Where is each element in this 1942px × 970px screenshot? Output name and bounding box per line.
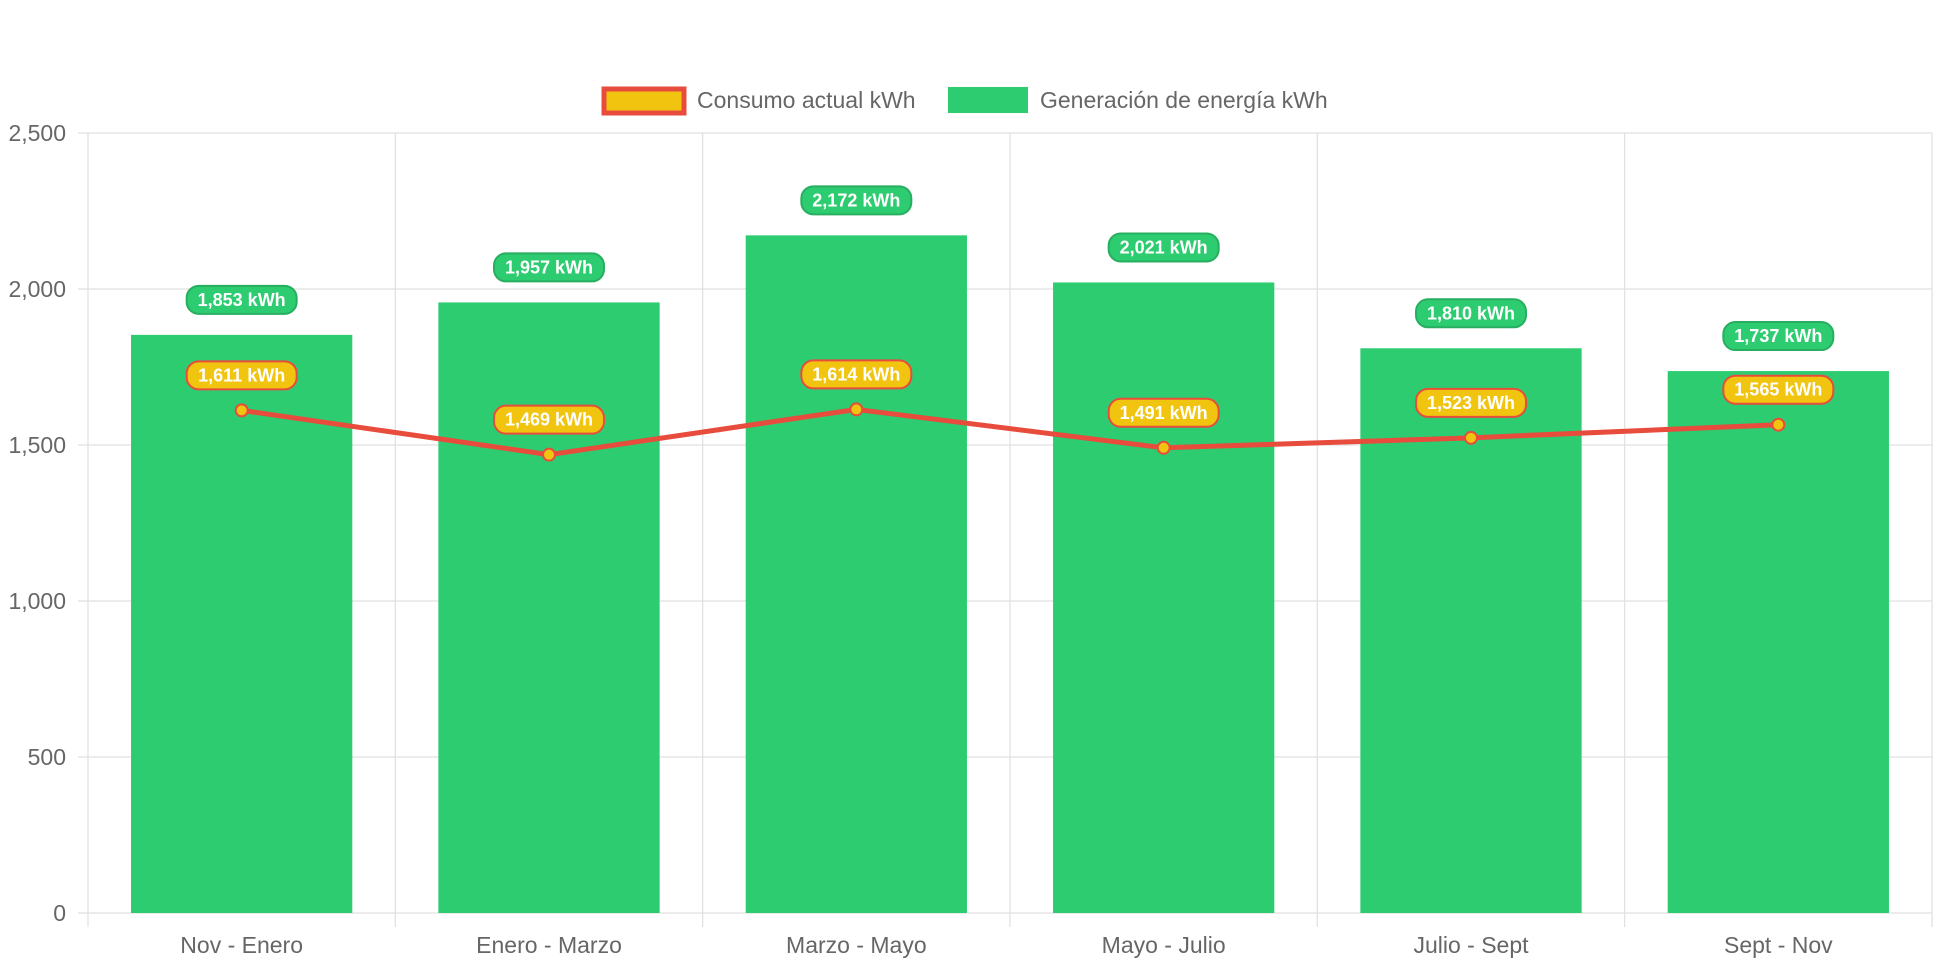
data-label-generacion: 1,810 kWh (1427, 303, 1515, 323)
bar-generacion (1053, 282, 1275, 913)
axis-layer: 0 500 1,000 1,500 2,000 2,500 Nov - Enero Enero… (8, 120, 1833, 958)
y-tick-label: 1,500 (8, 432, 66, 458)
data-label-generacion-background (1107, 232, 1220, 263)
y-tick-label: 500 (28, 744, 66, 770)
y-tick-label: 1,000 (8, 588, 66, 614)
bar-layer (131, 235, 1889, 913)
data-label-generacion: 2,021 kWh (1120, 237, 1208, 257)
data-label-consumo: 1,491 kWh (1120, 403, 1208, 423)
data-label-generacion: 2,172 kWh (812, 190, 900, 210)
legend-swatch-generacion (948, 87, 1028, 113)
data-label-consumo: 1,614 kWh (812, 364, 900, 384)
line-layer (234, 402, 1786, 462)
y-tick-label: 0 (53, 900, 66, 926)
data-label-consumo-background (1722, 374, 1835, 405)
data-label-consumo: 1,469 kWh (505, 410, 593, 430)
data-label-generacion-background (493, 252, 605, 283)
bar-generacion (1667, 371, 1889, 913)
y-tick-label: 2,000 (8, 276, 66, 302)
x-tick-label: Mayo - Julio (1102, 932, 1226, 958)
bar-generacion (131, 334, 353, 913)
point-consumo (542, 447, 556, 462)
legend-label-consumo: Consumo actual kWh (697, 87, 916, 113)
x-tick-label: Nov - Enero (180, 932, 303, 958)
point-consumo (234, 403, 249, 418)
data-label-generacion: 1,737 kWh (1734, 326, 1822, 346)
data-label-generacion-background (185, 284, 298, 315)
data-label-consumo-background (800, 359, 913, 390)
data-label-generacion-background (1415, 298, 1527, 329)
data-label-consumo: 1,523 kWh (1427, 393, 1515, 413)
point-consumo (849, 402, 864, 417)
legend: Consumo actual kWh Generación de energía … (601, 86, 1328, 116)
line-consumo (241, 406, 1779, 458)
x-tick-label: Marzo - Mayo (786, 932, 927, 958)
legend-label-generacion: Generación de energía kWh (1040, 87, 1328, 113)
data-label-generacion-background (1722, 321, 1835, 352)
data-label-consumo: 1,611 kWh (198, 365, 285, 385)
point-consumo (1771, 417, 1786, 432)
x-tick-label: Sept - Nov (1724, 932, 1833, 958)
x-tick-label: Julio - Sept (1413, 932, 1529, 958)
bar-generacion (438, 302, 660, 913)
data-label-generacion: 1,957 kWh (505, 257, 593, 277)
data-label-consumo-background (1415, 387, 1527, 418)
data-label-consumo-background (185, 360, 298, 391)
bar-generacion (745, 235, 967, 913)
legend-swatch-consumo (601, 86, 687, 116)
data-label-generacion: 1,853 kWh (198, 290, 286, 310)
data-label-layer: 1,853 kWh 1,957 kWh 2,172 kWh 2,021 kWh 1,81… (185, 185, 1835, 435)
data-label-consumo: 1,565 kWh (1734, 380, 1822, 400)
x-tick-label: Enero - Marzo (476, 932, 622, 958)
y-tick-label: 2,500 (8, 120, 66, 146)
data-label-consumo-background (493, 404, 605, 435)
data-label-generacion-background (800, 185, 913, 216)
grid-layer (78, 132, 1933, 927)
point-consumo (1156, 440, 1171, 455)
data-label-consumo-background (1107, 397, 1220, 428)
point-consumo (1464, 430, 1478, 445)
